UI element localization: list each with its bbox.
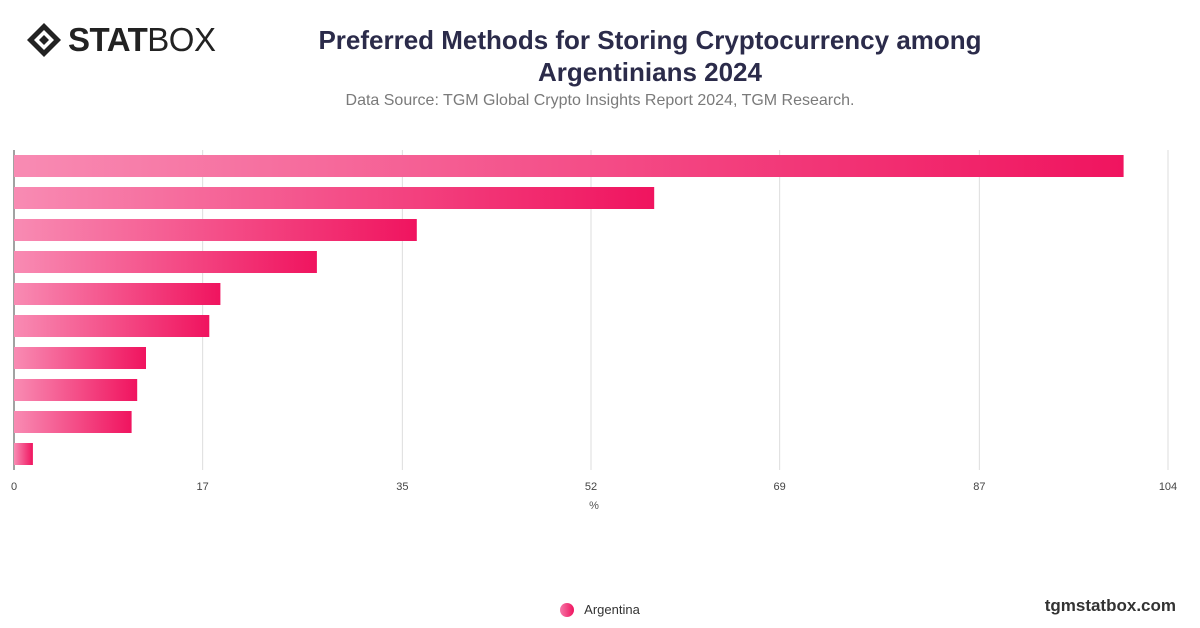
x-tick-label: 0 — [11, 481, 17, 493]
statbox-logo-icon — [27, 23, 61, 57]
bar[interactable] — [14, 411, 132, 433]
bar[interactable] — [14, 187, 655, 209]
bar[interactable] — [14, 219, 417, 241]
chart-title: Preferred Methods for Storing Cryptocurr… — [318, 25, 982, 87]
bar[interactable] — [14, 315, 210, 337]
x-tick-label: 69 — [774, 481, 786, 493]
x-tick-label: 87 — [973, 481, 985, 493]
site-url: tgmstatbox.com — [1044, 596, 1176, 615]
legend-label-argentina: Argentina — [584, 602, 640, 617]
x-axis-label: % — [589, 500, 599, 512]
logo-wordmark: STATBOX — [68, 21, 216, 58]
legend-swatch — [560, 602, 575, 617]
bar[interactable] — [14, 155, 1124, 177]
bar[interactable] — [14, 443, 33, 465]
bar[interactable] — [14, 347, 146, 369]
bar[interactable] — [14, 251, 317, 273]
x-tick-label: 52 — [585, 481, 597, 493]
x-tick-label: 17 — [197, 481, 209, 493]
bar[interactable] — [14, 379, 138, 401]
statbox-logo: STATBOX — [26, 21, 216, 58]
chart-subtitle: Data Source: TGM Global Crypto Insights … — [345, 92, 855, 109]
bar[interactable] — [14, 283, 221, 305]
legend[interactable]: Argentina — [0, 602, 1200, 617]
x-tick-label: 35 — [396, 481, 408, 493]
x-tick-label: 104 — [1159, 481, 1177, 493]
